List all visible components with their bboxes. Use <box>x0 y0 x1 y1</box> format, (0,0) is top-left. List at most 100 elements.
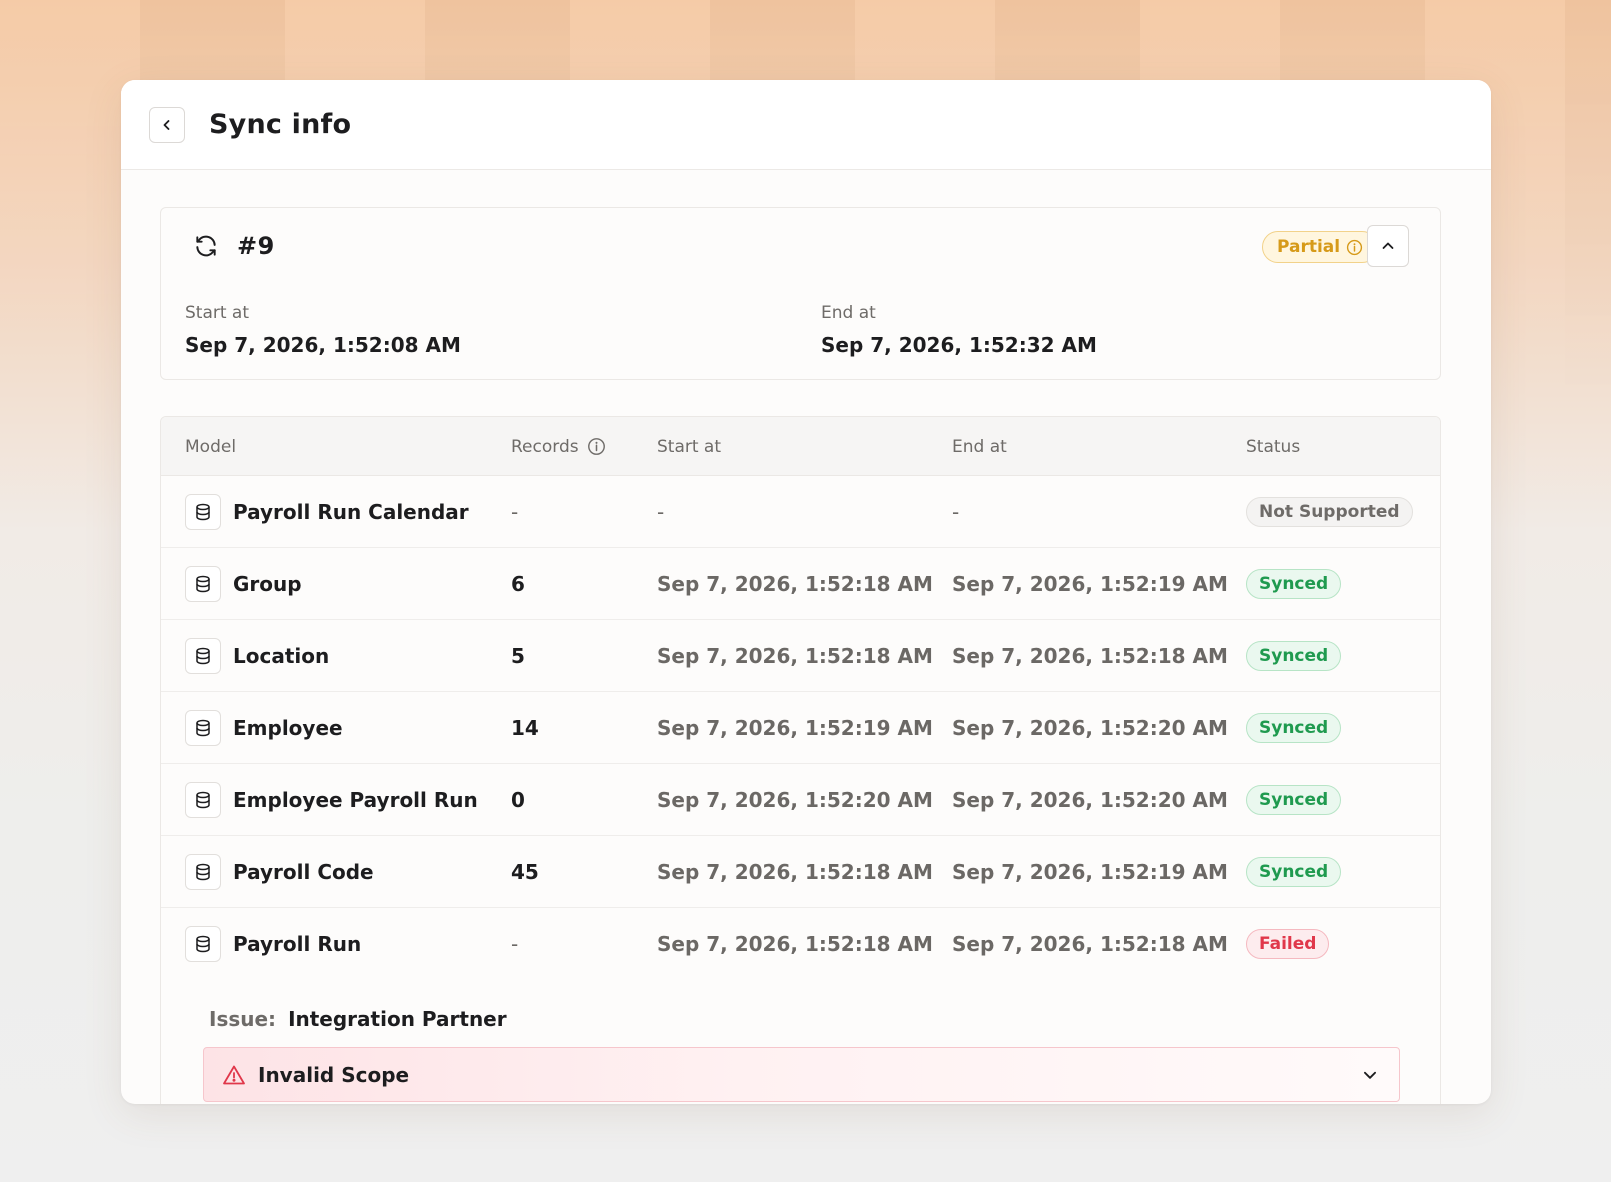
start-cell: Sep 7, 2026, 1:52:18 AM <box>657 932 933 956</box>
collapse-button[interactable] <box>1367 225 1409 267</box>
end-cell: Sep 7, 2026, 1:52:18 AM <box>952 932 1228 956</box>
start-cell: Sep 7, 2026, 1:52:18 AM <box>657 860 933 884</box>
table-row[interactable]: Payroll Run Calendar - - - Not Supported <box>161 476 1440 548</box>
column-header-end: End at <box>952 436 1007 457</box>
records-cell: - <box>511 932 519 956</box>
table-row[interactable]: Location 5 Sep 7, 2026, 1:52:18 AM Sep 7, 2… <box>161 620 1440 692</box>
run-start-label: Start at <box>185 303 250 323</box>
start-cell: Sep 7, 2026, 1:52:20 AM <box>657 788 933 812</box>
models-table: Model Records Start at End at Status Pay… <box>160 416 1441 1104</box>
status-cell: Synced <box>1246 764 1342 836</box>
info-icon[interactable] <box>1346 239 1363 256</box>
run-start-value: Sep 7, 2026, 1:52:08 AM <box>185 333 461 357</box>
end-cell: Sep 7, 2026, 1:52:19 AM <box>952 860 1228 884</box>
column-header-records: Records <box>511 417 606 476</box>
model-cell: Payroll Run <box>185 908 361 980</box>
model-cell: Group <box>185 548 302 620</box>
run-number: #9 <box>237 232 275 260</box>
model-icon-box <box>185 926 221 962</box>
sync-run-panel: #9 Partial Start at Sep 7, 2026, 1:52:08… <box>160 207 1441 380</box>
model-name: Location <box>233 644 330 668</box>
model-cell: Employee Payroll Run <box>185 764 478 836</box>
column-header-status: Status <box>1246 436 1301 457</box>
database-icon <box>196 647 210 665</box>
info-icon[interactable] <box>587 437 606 456</box>
table-row[interactable]: Employee 14 Sep 7, 2026, 1:52:19 AM Sep 7, … <box>161 692 1440 764</box>
run-status-badge[interactable]: Partial <box>1262 231 1379 263</box>
table-row[interactable]: Payroll Code 45 Sep 7, 2026, 1:52:18 AM Sep… <box>161 836 1440 908</box>
model-icon-box <box>185 854 221 890</box>
start-cell: Sep 7, 2026, 1:52:18 AM <box>657 572 933 596</box>
run-start: Start at Sep 7, 2026, 1:52:08 AM <box>185 303 461 357</box>
model-cell: Payroll Run Calendar <box>185 476 469 548</box>
model-icon-box <box>185 782 221 818</box>
model-icon-box <box>185 494 221 530</box>
database-icon <box>196 503 210 521</box>
status-cell: Synced <box>1246 548 1342 620</box>
chevron-down-icon[interactable] <box>1361 1066 1379 1084</box>
warning-triangle-icon <box>223 1065 245 1084</box>
model-cell: Payroll Code <box>185 836 374 908</box>
records-cell: 5 <box>511 644 525 668</box>
table-row[interactable]: Payroll Run - Sep 7, 2026, 1:52:18 AM Sep 7… <box>161 908 1440 980</box>
status-cell: Failed <box>1246 908 1330 980</box>
records-cell: 0 <box>511 788 525 812</box>
status-badge: Not Supported <box>1246 497 1413 527</box>
model-icon-box <box>185 566 221 602</box>
model-name: Payroll Run Calendar <box>233 500 469 524</box>
start-cell: Sep 7, 2026, 1:52:18 AM <box>657 644 933 668</box>
table-row[interactable]: Group 6 Sep 7, 2026, 1:52:18 AM Sep 7, 2026… <box>161 548 1440 620</box>
status-badge: Synced <box>1246 713 1342 743</box>
status-badge: Synced <box>1246 641 1342 671</box>
table-body: Payroll Run Calendar - - - Not Supported Grou… <box>161 476 1440 980</box>
end-cell: - <box>952 500 960 524</box>
column-header-model: Model <box>185 436 237 457</box>
status-cell: Synced <box>1246 620 1342 692</box>
back-button[interactable] <box>149 106 185 143</box>
database-icon <box>196 791 210 809</box>
page-title: Sync info <box>209 109 352 140</box>
status-badge: Synced <box>1246 857 1342 887</box>
issue-value: Integration Partner <box>288 1007 507 1031</box>
chevron-up-icon <box>1382 242 1394 249</box>
status-badge: Failed <box>1246 929 1330 959</box>
status-badge: Synced <box>1246 785 1342 815</box>
model-name: Employee Payroll Run <box>233 788 478 812</box>
end-cell: Sep 7, 2026, 1:52:20 AM <box>952 788 1228 812</box>
status-cell: Not Supported <box>1246 476 1413 548</box>
run-status-label: Partial <box>1277 237 1341 257</box>
run-end: End at Sep 7, 2026, 1:52:32 AM <box>821 303 1097 357</box>
sync-info-card: Sync info #9 Partial Start <box>121 80 1491 1104</box>
status-cell: Synced <box>1246 836 1342 908</box>
start-cell: - <box>657 500 665 524</box>
records-cell: 6 <box>511 572 525 596</box>
model-cell: Location <box>185 620 329 692</box>
chevron-left-icon <box>163 119 170 130</box>
model-cell: Employee <box>185 692 343 764</box>
status-cell: Synced <box>1246 692 1342 764</box>
database-icon <box>196 575 210 593</box>
records-cell: - <box>511 500 519 524</box>
end-cell: Sep 7, 2026, 1:52:19 AM <box>952 572 1228 596</box>
column-header-records-label: Records <box>511 436 579 457</box>
table-row[interactable]: Employee Payroll Run 0 Sep 7, 2026, 1:52:2… <box>161 764 1440 836</box>
issue-label: Issue: <box>209 1007 277 1031</box>
start-cell: Sep 7, 2026, 1:52:19 AM <box>657 716 933 740</box>
model-icon-box <box>185 710 221 746</box>
model-name: Payroll Run <box>233 932 362 956</box>
model-icon-box <box>185 638 221 674</box>
table-header: Model Records Start at End at Status <box>161 417 1440 476</box>
column-header-start: Start at <box>657 436 722 457</box>
refresh-icon <box>196 235 216 257</box>
run-end-value: Sep 7, 2026, 1:52:32 AM <box>821 333 1097 357</box>
model-name: Employee <box>233 716 343 740</box>
issue-line: Issue: Integration Partner <box>209 1007 507 1031</box>
model-name: Payroll Code <box>233 860 374 884</box>
database-icon <box>196 935 210 953</box>
run-heading: #9 <box>193 232 275 260</box>
error-accordion[interactable]: Invalid Scope <box>203 1047 1400 1102</box>
end-cell: Sep 7, 2026, 1:52:18 AM <box>952 644 1228 668</box>
database-icon <box>196 863 210 881</box>
records-cell: 14 <box>511 716 539 740</box>
end-cell: Sep 7, 2026, 1:52:20 AM <box>952 716 1228 740</box>
